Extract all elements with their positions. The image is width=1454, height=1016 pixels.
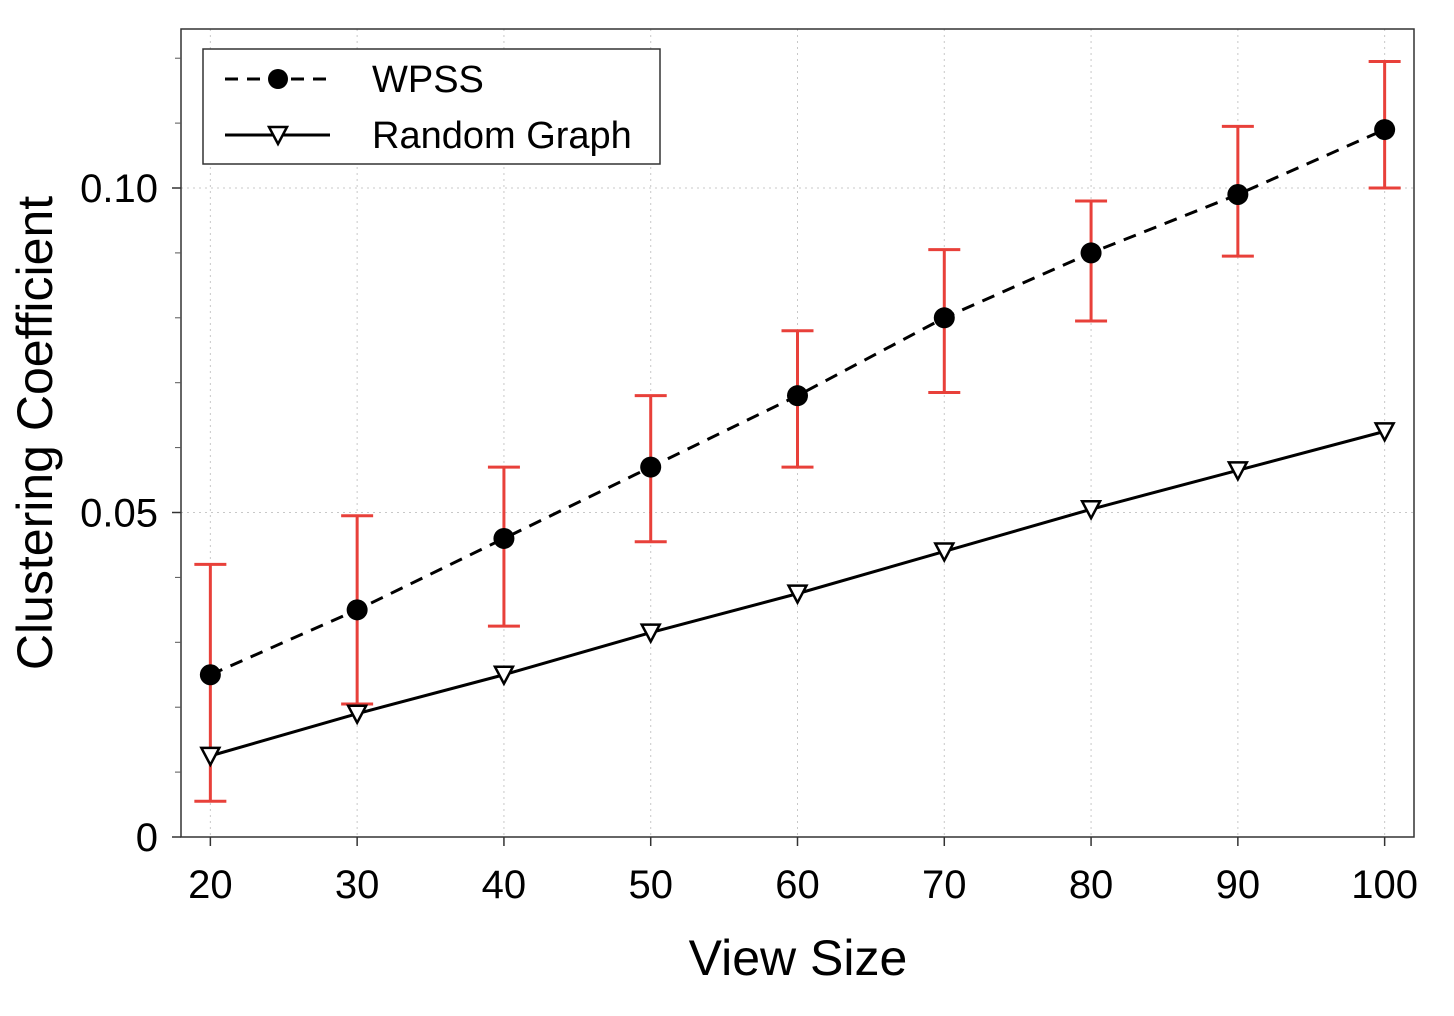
wpss-point (346, 599, 368, 621)
y-tick-label: 0.05 (80, 492, 158, 536)
axis-ticks: 20 30 40 50 60 70 80 90 100 0 0.05 0.10 (80, 57, 1418, 907)
random-graph-point (346, 704, 369, 726)
legend-random-marker (266, 125, 290, 147)
y-axis-title: Clustering Coefficient (7, 196, 63, 670)
y-tick-label: 0.10 (80, 167, 158, 211)
random-graph-point (786, 584, 809, 606)
legend-wpss-label: WPSS (372, 59, 484, 101)
wpss-point (1080, 242, 1102, 264)
random-graph-point (1373, 422, 1396, 444)
x-tick-label: 50 (628, 863, 673, 907)
random-graph-point (933, 542, 956, 564)
x-tick-label: 40 (482, 863, 527, 907)
y-tick-label: 0 (136, 816, 158, 860)
x-tick-label: 100 (1351, 863, 1418, 907)
legend: WPSS Random Graph (202, 48, 661, 165)
wpss-point (199, 664, 221, 686)
wpss-point (640, 456, 662, 478)
x-tick-label: 60 (775, 863, 820, 907)
wpss-point (1374, 119, 1396, 141)
legend-wpss-marker (268, 69, 288, 89)
legend-box (202, 48, 661, 165)
random-graph-point (199, 746, 222, 768)
markers (199, 119, 1396, 768)
x-tick-label: 20 (188, 863, 233, 907)
wpss-point (933, 307, 955, 329)
wpss-point (493, 527, 515, 549)
x-tick-label: 30 (335, 863, 380, 907)
x-axis-title: View Size (689, 930, 908, 986)
wpss-point (1227, 183, 1249, 205)
random-graph-point (1226, 461, 1249, 482)
random-graph-point (492, 665, 516, 687)
x-tick-label: 90 (1216, 863, 1261, 907)
x-tick-label: 80 (1069, 863, 1114, 907)
wpss-point (787, 385, 808, 407)
x-tick-label: 70 (922, 863, 967, 907)
random-graph-point (1079, 500, 1103, 521)
random-graph-point (639, 623, 662, 645)
legend-random-label: Random Graph (372, 115, 632, 157)
